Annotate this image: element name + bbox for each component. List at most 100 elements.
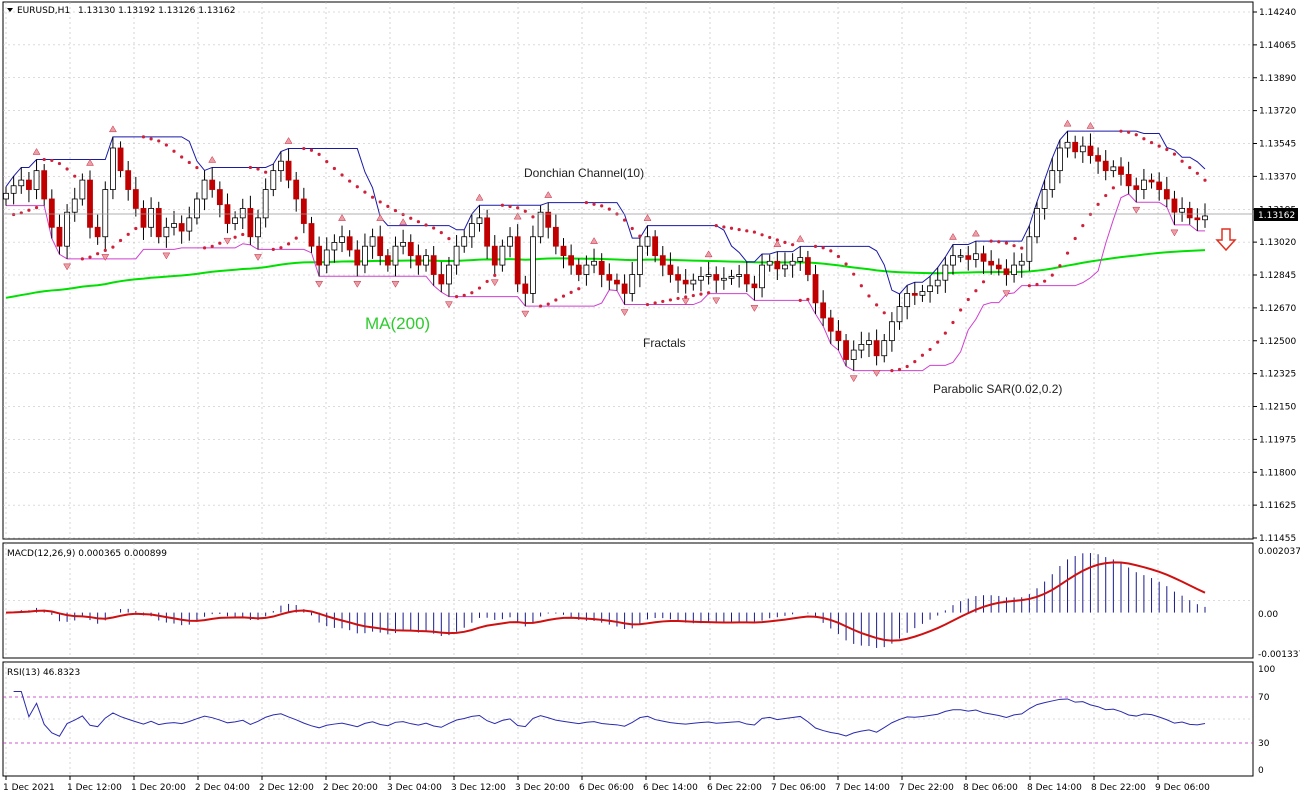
candle-bear — [621, 283, 628, 294]
collapse-triangle-icon[interactable] — [7, 8, 13, 12]
sar-dot — [913, 360, 917, 364]
sar-dot — [600, 204, 604, 208]
candle-bull — [400, 242, 407, 247]
candle-bull — [278, 160, 284, 172]
sar-dot — [470, 291, 474, 295]
candle-bull — [537, 211, 544, 238]
donchian-upper-line — [5, 130, 1206, 295]
sar-dot — [661, 299, 665, 304]
candle-bear — [1087, 145, 1094, 156]
sar-dot — [386, 204, 390, 208]
sar-dot — [1035, 282, 1039, 287]
sar-dot — [554, 298, 558, 302]
sar-dot — [1020, 246, 1024, 250]
sar-dot — [561, 294, 566, 298]
time-tick-label: 2 Dec 04:00 — [195, 783, 250, 793]
time-tick-label: 2 Dec 20:00 — [323, 783, 378, 793]
fractal-up-marker — [513, 212, 522, 220]
candle-bear — [774, 260, 781, 270]
sar-dot — [508, 204, 512, 209]
sar-dot — [1111, 186, 1115, 190]
sar-dot — [706, 291, 711, 295]
fractal-up-marker — [1086, 121, 1095, 129]
current-price-text: 1.13162 — [1258, 211, 1295, 221]
candle-bull — [728, 276, 735, 279]
candle-bull — [369, 236, 376, 247]
sar-dot — [890, 369, 894, 373]
candle-bear — [26, 179, 32, 190]
candle-bear — [820, 302, 827, 319]
sar-dot — [844, 262, 848, 266]
sar-dot — [73, 174, 77, 178]
candle-bear — [415, 255, 422, 266]
fractal-down-marker — [872, 370, 881, 377]
candle-bear — [384, 255, 391, 266]
candle-bear — [1118, 166, 1124, 175]
time-tick-label: 8 Dec 06:00 — [963, 783, 1018, 793]
sar-dot — [149, 137, 153, 141]
candle-bull — [1141, 179, 1147, 190]
sar-dot — [1142, 137, 1146, 141]
sar-dot — [96, 252, 100, 256]
ma-annotation: MA(200) — [365, 314, 430, 333]
candle-bull — [629, 274, 636, 294]
candle-bear — [216, 189, 223, 206]
sar-dot — [546, 302, 550, 306]
sar-dot — [630, 226, 634, 231]
sar-dot — [256, 167, 260, 171]
sar-dot — [378, 200, 382, 204]
candle-bear — [155, 208, 162, 238]
fractal-up-marker — [544, 191, 553, 198]
candle-bull — [262, 189, 269, 219]
fractal-down-marker — [849, 375, 858, 383]
sar-dot — [653, 301, 657, 305]
sar-dot — [118, 238, 123, 243]
fractal-up-marker — [376, 214, 385, 221]
candle-bull — [1064, 141, 1071, 149]
sar-dot — [462, 293, 466, 297]
candle-bear — [285, 160, 292, 181]
sar-dot — [516, 206, 520, 210]
sar-dot — [210, 244, 214, 248]
rsi-line — [13, 690, 1206, 737]
candle-bull — [644, 236, 651, 247]
fractal-up-marker — [108, 125, 117, 133]
rsi-title: RSI(13) 46.8323 — [7, 668, 80, 678]
candle-bear — [1003, 268, 1010, 275]
sar-dot — [1058, 264, 1062, 268]
candle-bear — [491, 245, 498, 266]
sar-dot — [1043, 279, 1047, 283]
sar-dot — [1195, 171, 1199, 175]
fractal-up-marker — [773, 240, 782, 247]
sar-dot — [432, 226, 436, 230]
candle-bear — [614, 279, 620, 285]
sar-dot — [34, 206, 39, 210]
main-panel[interactable] — [2, 1, 1254, 540]
time-tick-label: 1 Dec 2021 — [3, 783, 55, 793]
candle-bull — [239, 208, 246, 219]
sar-dot — [57, 161, 62, 166]
time-tick-label: 9 Dec 06:00 — [1155, 783, 1210, 793]
sar-dot — [981, 280, 986, 284]
sar-dot — [538, 304, 543, 308]
sar-dot — [27, 208, 31, 212]
sar-dot — [80, 257, 84, 261]
candle-bull — [71, 198, 78, 213]
sar-dot — [355, 185, 359, 189]
candle-bear — [1125, 174, 1132, 187]
candle-bull — [1011, 264, 1017, 275]
sar-dot — [348, 179, 352, 183]
sar-dot — [271, 247, 275, 252]
candle-bull — [530, 236, 536, 294]
candle-bull — [927, 285, 933, 292]
candle-bear — [178, 223, 185, 232]
macd-tick-zero: 0.00 — [1258, 610, 1278, 620]
candle-bull — [850, 349, 857, 360]
sar-dot — [905, 364, 909, 369]
candle-bull — [1079, 145, 1086, 153]
fractal-down-marker — [1002, 290, 1011, 298]
sar-dot — [493, 273, 497, 277]
price-tick-label: 1.11975 — [1259, 435, 1296, 445]
sar-dot — [447, 237, 451, 241]
